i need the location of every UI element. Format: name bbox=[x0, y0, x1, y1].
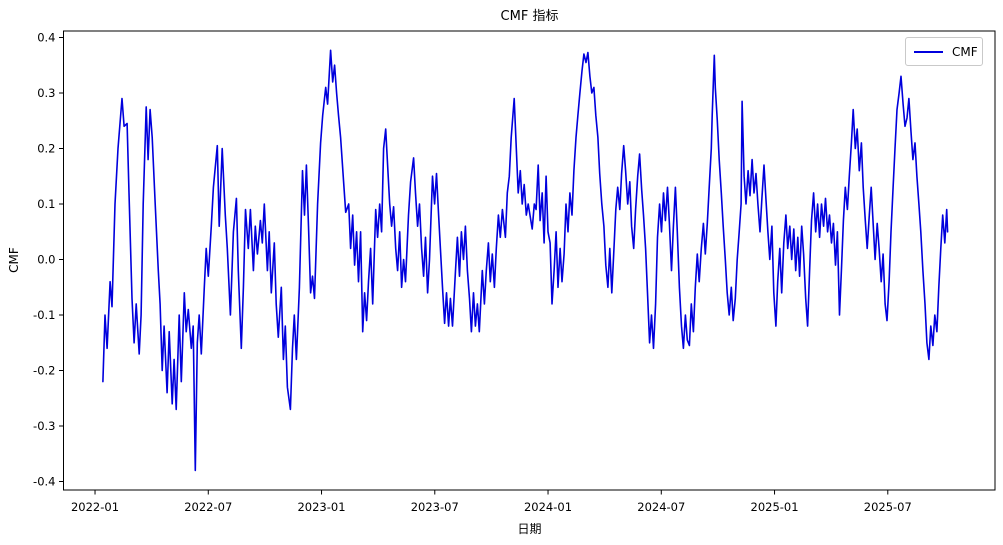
y-tick-label: 0.1 bbox=[37, 197, 55, 211]
cmf-line-series bbox=[102, 49, 949, 472]
y-tick-label: 0.0 bbox=[37, 253, 55, 267]
y-tick-label: -0.2 bbox=[33, 364, 55, 378]
legend: CMF bbox=[905, 37, 983, 66]
x-tick-label: 2022-01 bbox=[71, 500, 119, 514]
x-tick-label: 2025-07 bbox=[864, 500, 912, 514]
y-axis-label: CMF bbox=[7, 247, 21, 273]
x-axis-label: 日期 bbox=[517, 522, 542, 536]
y-tick-label: -0.4 bbox=[33, 475, 55, 489]
axes-spines bbox=[63, 30, 996, 491]
y-tick-label: 0.4 bbox=[37, 30, 55, 44]
x-tick-label: 2024-01 bbox=[524, 500, 572, 514]
x-tick-label: 2024-07 bbox=[637, 500, 685, 514]
y-tick-label: 0.2 bbox=[37, 141, 55, 155]
x-tick-label: 2023-07 bbox=[411, 500, 459, 514]
x-tick-label: 2023-01 bbox=[297, 500, 345, 514]
x-tick-label: 2022-07 bbox=[184, 500, 232, 514]
x-tick-label: 2025-01 bbox=[751, 500, 799, 514]
legend-line-sample-icon bbox=[914, 50, 943, 53]
y-tick-label: -0.3 bbox=[33, 419, 55, 433]
legend-label: CMF bbox=[952, 44, 978, 59]
chart-title: CMF 指标 bbox=[500, 9, 559, 24]
y-tick-label: -0.1 bbox=[33, 308, 55, 322]
y-tick-label: 0.3 bbox=[37, 86, 55, 100]
